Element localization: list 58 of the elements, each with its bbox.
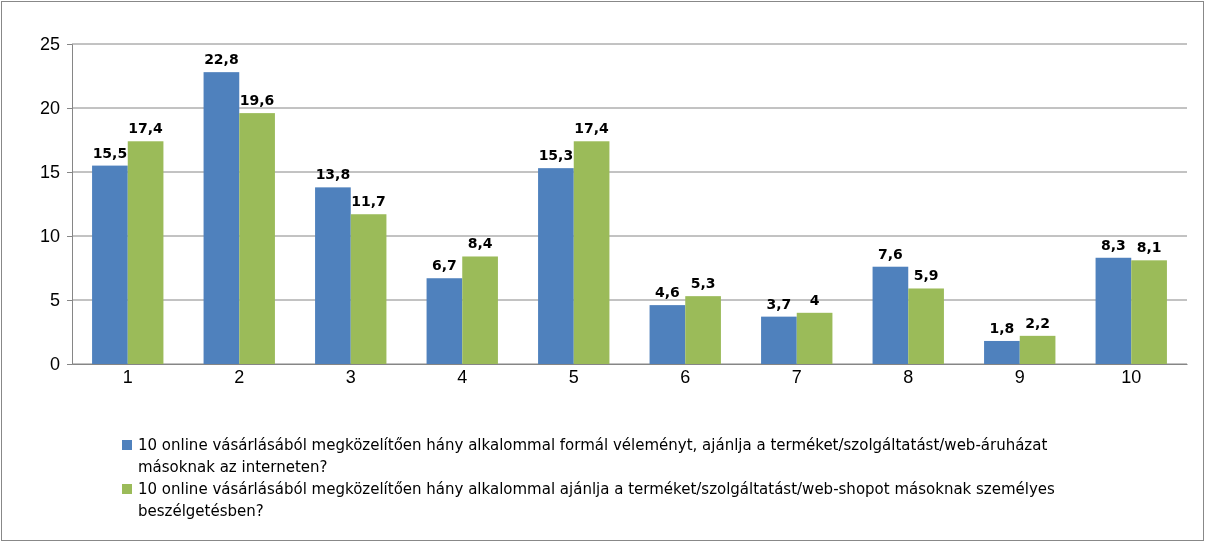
bar [538,168,574,364]
y-tick-label: 20 [39,98,60,119]
data-label: 15,3 [538,147,574,164]
data-label: 11,7 [351,193,386,210]
data-label: 17,4 [574,120,610,137]
bar [127,141,164,364]
bar [315,187,351,364]
bar [685,296,721,364]
bar [872,266,909,364]
data-label: 1,8 [989,319,1015,336]
legend-label: 10 online vásárlásából megközelítően hány alkalommal ajánlja a terméket/szolgáltatást/web-shopot másoknak személyes beszélgetésben? [138,479,1056,522]
bar [239,113,275,364]
y-tick-label: 15 [39,162,60,183]
data-label: 4,6 [655,284,680,301]
data-label: 13,8 [315,166,351,183]
data-label: 15,5 [92,144,128,161]
data-label: 19,6 [239,92,275,109]
x-tick-label: 6 [680,367,691,387]
data-label: 17,4 [128,120,164,137]
data-label: 5,3 [690,275,716,292]
x-tick-label: 10 [1121,367,1142,387]
x-tick-label: 9 [1014,367,1025,387]
data-label: 6,7 [432,257,457,274]
y-tick-label: 5 [49,290,60,311]
y-tick-label: 10 [39,226,60,247]
x-tick-label: 1 [122,367,133,387]
x-tick-label: 3 [345,367,356,387]
bar [1019,335,1056,364]
bar [426,278,463,364]
bar [761,316,797,364]
bar [92,165,128,364]
legend-label: 10 online vásárlásából megközelítően hány alkalommal formál véleményt, ajánlja a terméket/szolgáltatást/web-áruházat másoknak az interneten? [138,435,1049,478]
x-tick-label: 5 [568,367,579,387]
bar [908,288,944,364]
bar [350,214,387,364]
bar [1095,257,1132,364]
x-tick-label: 8 [903,367,914,387]
bar [984,340,1020,364]
x-tick-label: 4 [457,367,468,387]
x-tick-label: 2 [234,367,245,387]
bar [573,141,610,364]
data-label: 3,7 [766,295,792,312]
y-tick-label: 0 [49,354,60,375]
y-tick-label: 25 [39,34,60,55]
bar [203,72,240,364]
bar [796,312,833,364]
data-label: 2,2 [1025,314,1050,331]
bar [1131,260,1167,364]
data-label: 8,4 [467,235,493,252]
data-label: 8,1 [1136,239,1162,256]
bar [462,256,498,364]
data-label: 5,9 [913,267,939,284]
data-label: 22,8 [204,51,239,68]
x-tick-label: 7 [791,367,802,387]
data-label: 7,6 [878,245,903,262]
data-label: 8,3 [1101,236,1126,253]
bar [649,305,686,364]
data-label: 4 [809,291,820,308]
